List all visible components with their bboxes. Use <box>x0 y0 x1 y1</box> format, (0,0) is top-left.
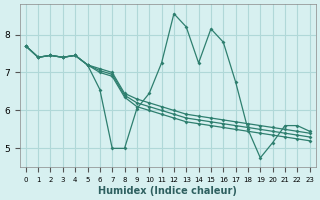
X-axis label: Humidex (Indice chaleur): Humidex (Indice chaleur) <box>98 186 237 196</box>
